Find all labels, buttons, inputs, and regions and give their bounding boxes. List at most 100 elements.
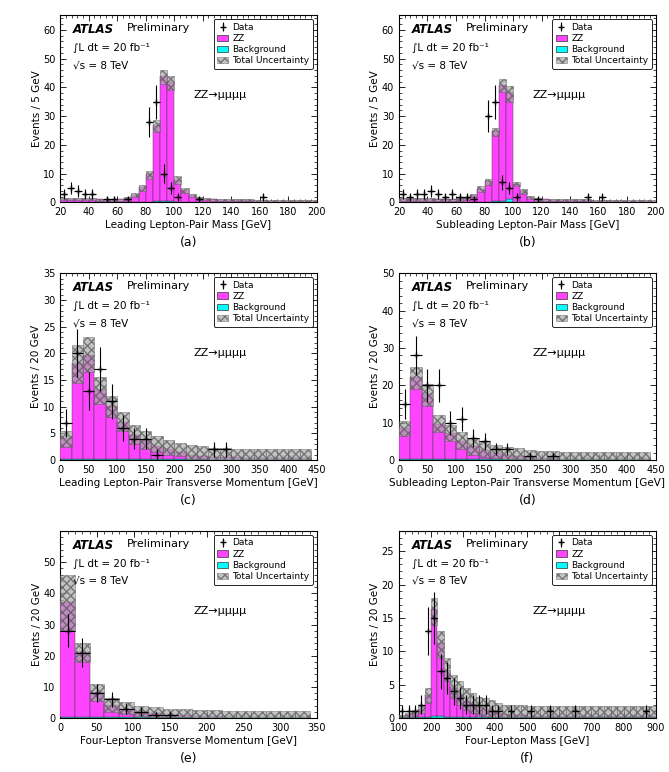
Bar — [189, 195, 195, 197]
Bar — [506, 86, 513, 102]
Text: (f): (f) — [520, 752, 535, 764]
Bar — [476, 707, 482, 717]
Bar — [572, 716, 579, 717]
Bar — [445, 433, 456, 459]
Text: (a): (a) — [180, 236, 197, 249]
Bar — [492, 127, 499, 136]
Bar — [110, 199, 117, 201]
Bar — [94, 390, 106, 459]
Bar — [495, 713, 502, 717]
Bar — [132, 193, 138, 197]
Bar — [128, 435, 140, 459]
Bar — [124, 198, 132, 201]
Bar — [192, 710, 207, 718]
Bar — [399, 199, 406, 201]
Bar — [456, 199, 463, 201]
Bar — [174, 177, 181, 184]
Bar — [117, 422, 128, 459]
Bar — [542, 198, 549, 201]
Text: ZZ→μμμμ: ZZ→μμμμ — [533, 90, 585, 100]
Bar — [128, 459, 140, 460]
Bar — [463, 197, 470, 200]
Bar — [266, 711, 280, 718]
Bar — [274, 200, 281, 201]
Bar — [598, 716, 604, 717]
Bar — [524, 449, 536, 460]
Bar — [513, 184, 520, 201]
Bar — [604, 716, 611, 717]
Bar — [160, 76, 167, 201]
Bar — [174, 180, 181, 201]
Bar — [220, 448, 231, 459]
Bar — [167, 201, 174, 202]
Bar — [442, 199, 449, 201]
Bar — [231, 458, 243, 459]
Bar — [174, 452, 186, 459]
Bar — [450, 675, 457, 698]
Bar — [72, 345, 83, 383]
Bar — [638, 452, 650, 460]
Bar — [60, 431, 72, 447]
Bar — [642, 200, 648, 201]
Text: ∫L dt = 20 fb⁻¹: ∫L dt = 20 fb⁻¹ — [412, 43, 488, 53]
Text: ATLAS: ATLAS — [73, 281, 114, 294]
Text: ∫L dt = 20 fb⁻¹: ∫L dt = 20 fb⁻¹ — [73, 559, 150, 569]
Text: √s = 8 TeV: √s = 8 TeV — [412, 576, 467, 586]
Bar — [138, 185, 146, 191]
Bar — [527, 706, 534, 717]
Bar — [266, 459, 277, 460]
Bar — [591, 706, 598, 717]
Text: (b): (b) — [518, 236, 536, 249]
Bar — [421, 394, 434, 459]
Bar — [514, 716, 521, 717]
Bar — [630, 716, 636, 717]
Bar — [243, 449, 254, 459]
Bar — [399, 421, 410, 436]
Bar — [119, 709, 134, 717]
Bar — [260, 200, 267, 201]
Bar — [470, 704, 476, 717]
Bar — [482, 709, 489, 717]
Bar — [310, 200, 317, 201]
Bar — [94, 459, 106, 460]
Bar — [106, 405, 117, 459]
Bar — [506, 92, 513, 199]
Bar — [75, 652, 90, 717]
Bar — [479, 442, 490, 457]
Bar — [431, 598, 438, 625]
Bar — [117, 459, 128, 460]
Bar — [96, 199, 103, 201]
Bar — [74, 199, 82, 201]
Bar — [444, 670, 450, 716]
Bar — [277, 449, 288, 459]
Text: √s = 8 TeV: √s = 8 TeV — [73, 576, 128, 586]
Text: Preliminary: Preliminary — [466, 539, 529, 549]
Bar — [167, 76, 174, 90]
Bar — [220, 457, 231, 459]
Text: Preliminary: Preliminary — [466, 23, 529, 33]
X-axis label: Leading Lepton-Pair Transverse Momentum [GeV]: Leading Lepton-Pair Transverse Momentum … — [59, 478, 318, 488]
Bar — [251, 711, 266, 718]
Bar — [449, 198, 456, 201]
Text: ∫L dt = 20 fb⁻¹: ∫L dt = 20 fb⁻¹ — [412, 301, 488, 311]
Bar — [463, 198, 470, 201]
Bar — [151, 436, 163, 452]
Bar — [189, 195, 195, 201]
Text: √s = 8 TeV: √s = 8 TeV — [412, 318, 467, 328]
Bar — [254, 459, 266, 460]
Bar — [106, 396, 117, 418]
Bar — [620, 200, 627, 201]
Legend: Data, ZZ, Background, Total Uncertainty: Data, ZZ, Background, Total Uncertainty — [553, 277, 652, 327]
Bar — [94, 378, 106, 404]
Bar — [231, 199, 238, 201]
Bar — [484, 179, 492, 185]
Bar — [134, 706, 149, 716]
Bar — [585, 706, 591, 717]
Bar — [224, 200, 231, 201]
Bar — [149, 713, 163, 717]
Bar — [630, 706, 636, 717]
Bar — [489, 710, 495, 717]
Bar — [636, 716, 643, 717]
Bar — [128, 425, 140, 444]
Bar — [177, 716, 192, 717]
